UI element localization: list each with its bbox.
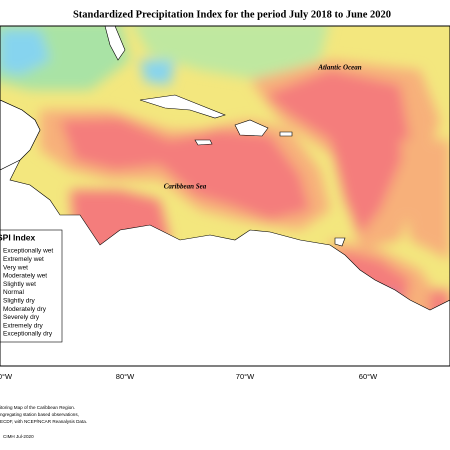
legend-item: Exceptionally wet [3,248,53,255]
legend-title: SPI Index [0,232,36,242]
legend-item: Extremely dry [3,322,43,329]
legend-item: Normal [3,289,25,296]
footer-line: itoring Map of the Caribbean Region. [0,405,75,410]
legend-item: Slightly wet [3,281,36,288]
legend-item: Slightly dry [3,298,36,305]
land [0,26,450,366]
footer-line: ngregating station based observations, [0,412,79,417]
legend-box [0,229,63,343]
sea-label: Caribbean Sea [164,183,207,191]
footer-credit: CIMH Jul-2020 [3,434,34,439]
legend-item: Extremely wet [3,256,44,263]
lon-label: 60°W [359,372,378,381]
map-frame [0,25,450,367]
legend-item: Very wet [3,264,28,271]
legend-item: Exceptionally dry [3,331,53,338]
ocean-label: Atlantic Ocean [317,64,361,72]
lon-label: 70°W [236,372,255,381]
legend-item: Moderately dry [3,306,47,313]
legend-item: Severely dry [3,314,40,321]
lon-label: 0°W [0,372,13,381]
map-title: Standardized Precipitation Index for the… [73,9,391,20]
lon-label: 80°W [116,372,135,381]
spi-field: Atlantic Ocean Caribbean Sea [0,26,450,366]
footer-line: ECDF, with NCEP/NCAR Reanalysis Data. [0,419,87,424]
legend-item: Moderately wet [3,273,47,280]
